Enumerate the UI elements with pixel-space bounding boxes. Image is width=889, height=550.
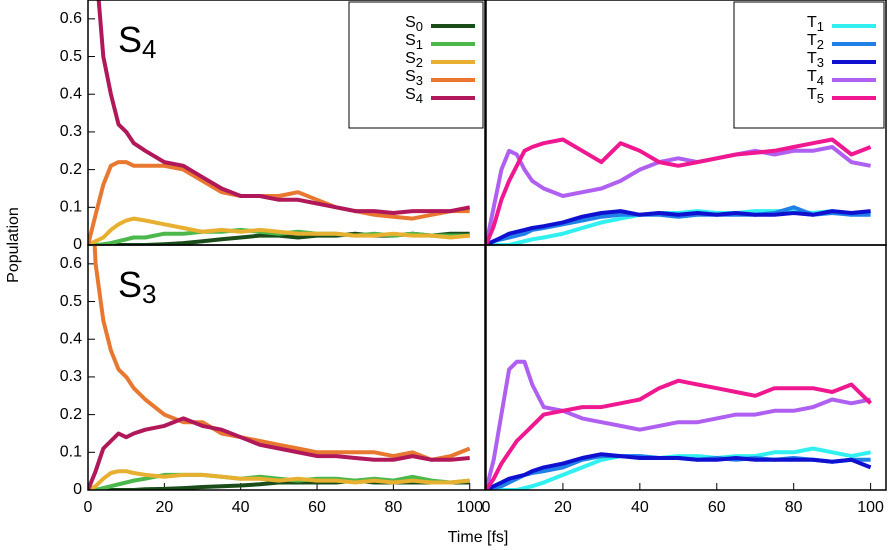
series-line bbox=[96, 0, 471, 215]
y-tick-label: 0.3 bbox=[60, 368, 82, 385]
y-tick-label: 0.4 bbox=[60, 330, 82, 347]
y-tick-label: 0.4 bbox=[60, 85, 82, 102]
y-tick-label: 0.3 bbox=[60, 123, 82, 140]
x-tick-label: 100 bbox=[857, 499, 884, 516]
annotation: S3 bbox=[118, 264, 156, 309]
x-tick-label: 100 bbox=[456, 499, 483, 516]
y-tick-label: 0.1 bbox=[60, 444, 82, 461]
plot-area bbox=[486, 359, 872, 490]
y-tick-label: 0.6 bbox=[60, 10, 82, 27]
plot-area: S3 bbox=[88, 245, 471, 490]
y-tick-label: 0.1 bbox=[60, 199, 82, 216]
series-line bbox=[486, 137, 872, 245]
series-line bbox=[88, 216, 470, 245]
series-line bbox=[88, 469, 470, 490]
annotation: S4 bbox=[118, 19, 156, 64]
series-line bbox=[486, 145, 871, 245]
x-axis-label: Time [fs] bbox=[448, 529, 509, 546]
legend-box bbox=[348, 1, 484, 129]
series-line bbox=[486, 209, 871, 245]
x-tick-label: 80 bbox=[785, 499, 803, 516]
series-line bbox=[486, 452, 872, 490]
x-tick-label: 60 bbox=[308, 499, 326, 516]
x-tick-label: 40 bbox=[232, 499, 250, 516]
y-tick-label: 0 bbox=[73, 481, 82, 498]
x-tick-label: 0 bbox=[84, 499, 93, 516]
x-tick-label: 60 bbox=[708, 499, 726, 516]
legend-label: T2 bbox=[807, 32, 824, 52]
y-tick-label: 0 bbox=[73, 236, 82, 253]
series-line bbox=[486, 378, 872, 490]
y-axis-label: Population bbox=[5, 207, 22, 283]
legend-box bbox=[733, 1, 885, 129]
legend-label: S3 bbox=[405, 68, 423, 88]
y-tick-label: 0.6 bbox=[60, 255, 82, 272]
legend-label: S0 bbox=[405, 14, 423, 34]
series-line bbox=[88, 416, 470, 490]
panel-frame bbox=[485, 244, 887, 491]
y-tick-label: 0.2 bbox=[60, 161, 82, 178]
x-tick-label: 40 bbox=[631, 499, 649, 516]
legend-label: S2 bbox=[405, 50, 423, 70]
x-tick-label: 80 bbox=[384, 499, 402, 516]
y-tick-label: 0.5 bbox=[60, 293, 82, 310]
legend-label: T1 bbox=[807, 14, 824, 34]
series-line bbox=[486, 359, 871, 490]
x-tick-label: 0 bbox=[482, 499, 491, 516]
y-tick-label: 0.2 bbox=[60, 406, 82, 423]
legend-label: T5 bbox=[807, 86, 824, 106]
legend-label: T3 bbox=[807, 50, 824, 70]
panel-frame bbox=[87, 244, 486, 491]
legend-label: S1 bbox=[405, 32, 423, 52]
y-tick-label: 0.5 bbox=[60, 48, 82, 65]
x-tick-label: 20 bbox=[554, 499, 572, 516]
legend-label: T4 bbox=[807, 68, 824, 88]
legend-label: S4 bbox=[405, 86, 423, 106]
plot-area: S4 bbox=[88, 0, 471, 245]
x-tick-label: 20 bbox=[155, 499, 173, 516]
plot-area bbox=[486, 137, 872, 245]
